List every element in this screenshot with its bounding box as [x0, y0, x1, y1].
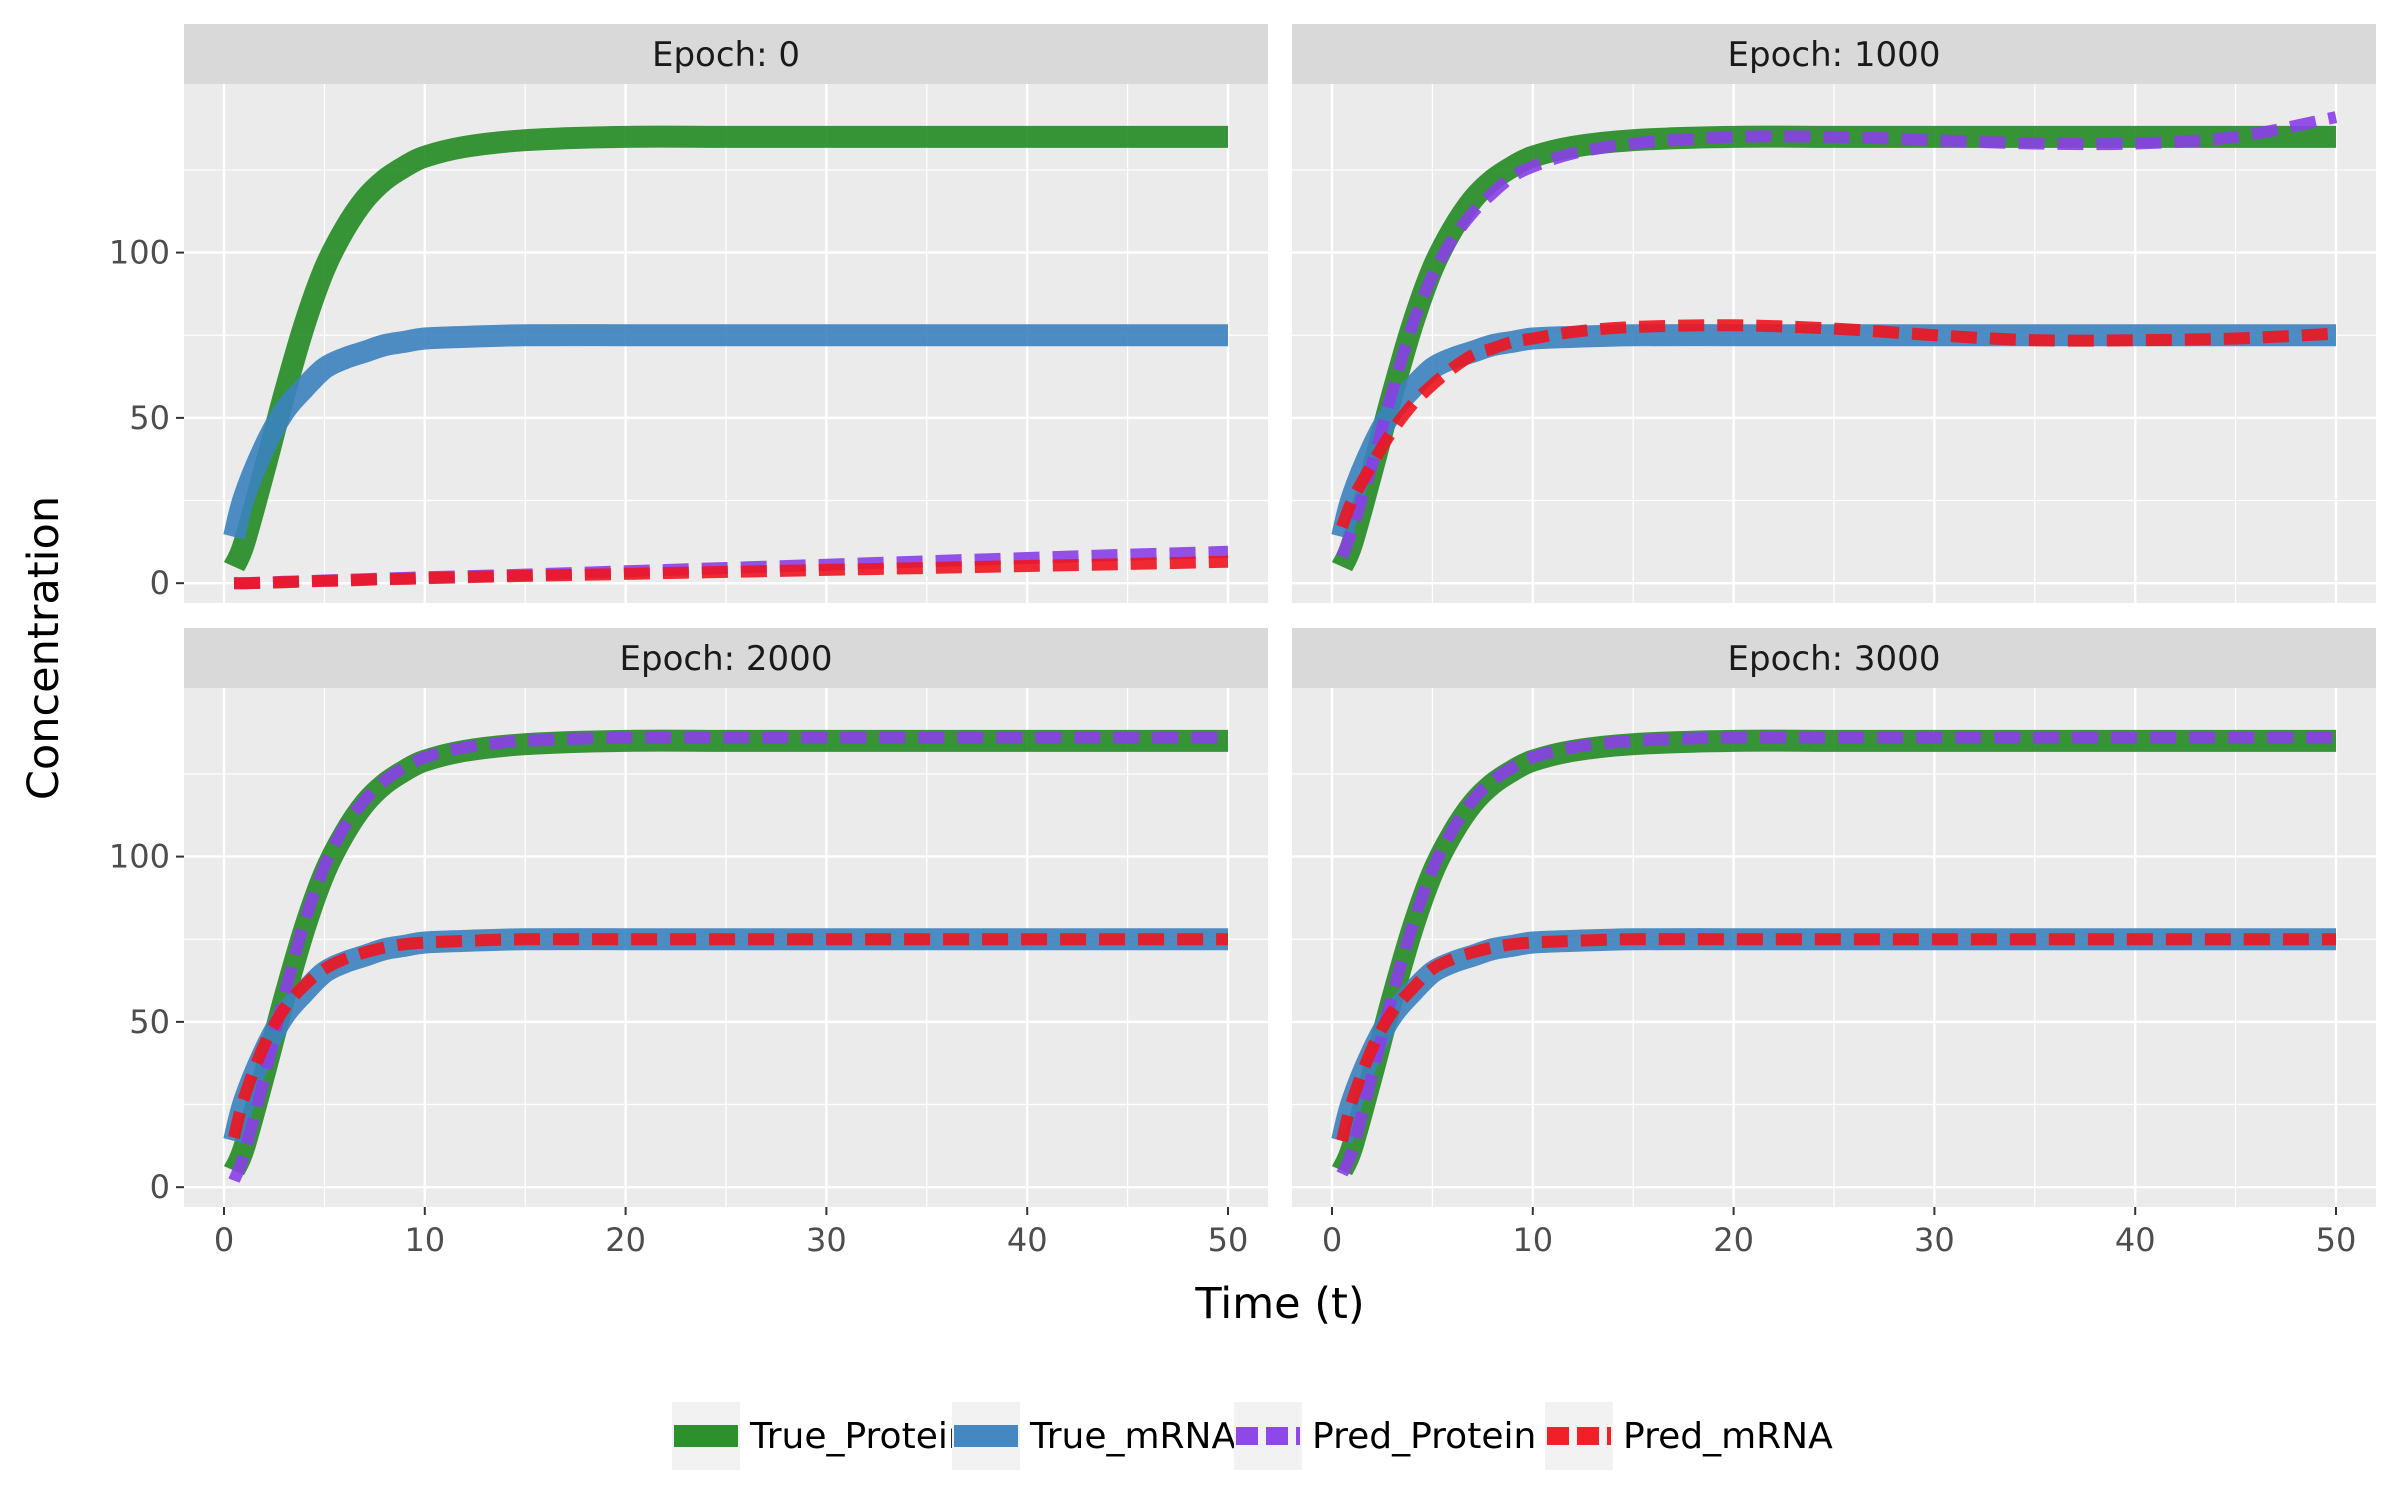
x-tick-label: 0: [214, 1221, 234, 1259]
x-tick-label: 10: [1512, 1221, 1553, 1259]
x-tick-label: 50: [1208, 1221, 1249, 1259]
facet-panel: Epoch: 1000: [1292, 24, 2376, 603]
x-tick-label: 0: [1322, 1221, 1342, 1259]
y-tick-label: 50: [129, 399, 170, 437]
legend-item-pred-mrna: Pred_mRNA: [1545, 1402, 1833, 1470]
y-tick-label: 0: [150, 1168, 170, 1206]
legend: True_Protein True_mRNA Pred_Protein Pred_mR…: [672, 1402, 1833, 1470]
x-tick-label: 30: [1914, 1221, 1955, 1259]
y-tick-label: 100: [109, 838, 170, 876]
series-line-pred-protein: [228, 731, 1228, 1183]
x-tick-label: 50: [2316, 1221, 2357, 1259]
facet-strip: [184, 24, 1268, 84]
series-line-pred-protein: [1336, 731, 2336, 1177]
facet-strip: [1292, 24, 2376, 84]
x-tick-label: 40: [2115, 1221, 2156, 1259]
series-line-pred-mrna: [228, 933, 1228, 1140]
series-line-pred-mrna: [1336, 319, 2337, 530]
legend-label: True_mRNA: [1029, 1416, 1236, 1457]
legend-item-pred-protein: Pred_Protein: [1234, 1402, 1536, 1470]
legend-item-true-protein: True_Protein: [672, 1402, 971, 1470]
legend-label: Pred_Protein: [1312, 1416, 1536, 1457]
series-line-true-protein: [223, 125, 1228, 572]
x-tick-label: 40: [1007, 1221, 1048, 1259]
series-line-true-protein: [1331, 125, 2336, 572]
y-tick-label: 100: [109, 234, 170, 272]
y-tick-label: 0: [150, 564, 170, 602]
series-line-true-mrna: [1331, 324, 2336, 540]
legend-label: Pred_mRNA: [1623, 1416, 1833, 1457]
facet-panel: Epoch: 0 0 50 100: [109, 24, 1268, 603]
x-tick-label: 20: [1713, 1221, 1754, 1259]
facet-panel: Epoch: 2000 0 50 100 0 10 20 30 40 50: [109, 628, 1268, 1259]
facet-strip: [1292, 628, 2376, 688]
x-tick-label: 20: [605, 1221, 646, 1259]
x-tick-label: 30: [806, 1221, 847, 1259]
facet-title: Epoch: 0: [652, 35, 800, 75]
x-axis-title: Time (t): [1194, 1279, 1364, 1329]
y-axis-title: Concentration: [19, 496, 69, 800]
x-tick-label: 10: [404, 1221, 445, 1259]
facet-panel: Epoch: 3000 0 10 20 30 40 50: [1292, 628, 2376, 1259]
series-line-true-mrna: [223, 324, 1228, 540]
facet-strip: [184, 628, 1268, 688]
y-tick-label: 50: [129, 1003, 170, 1041]
facet-title: Epoch: 3000: [1728, 639, 1941, 679]
legend-label: True_Protein: [749, 1416, 971, 1457]
legend-item-true-mrna: True_mRNA: [952, 1402, 1236, 1470]
facet-title: Epoch: 2000: [620, 639, 833, 679]
facet-title: Epoch: 1000: [1728, 35, 1941, 75]
series-line-pred-mrna: [233, 555, 1229, 590]
series-line-pred-mrna: [1336, 933, 2336, 1143]
